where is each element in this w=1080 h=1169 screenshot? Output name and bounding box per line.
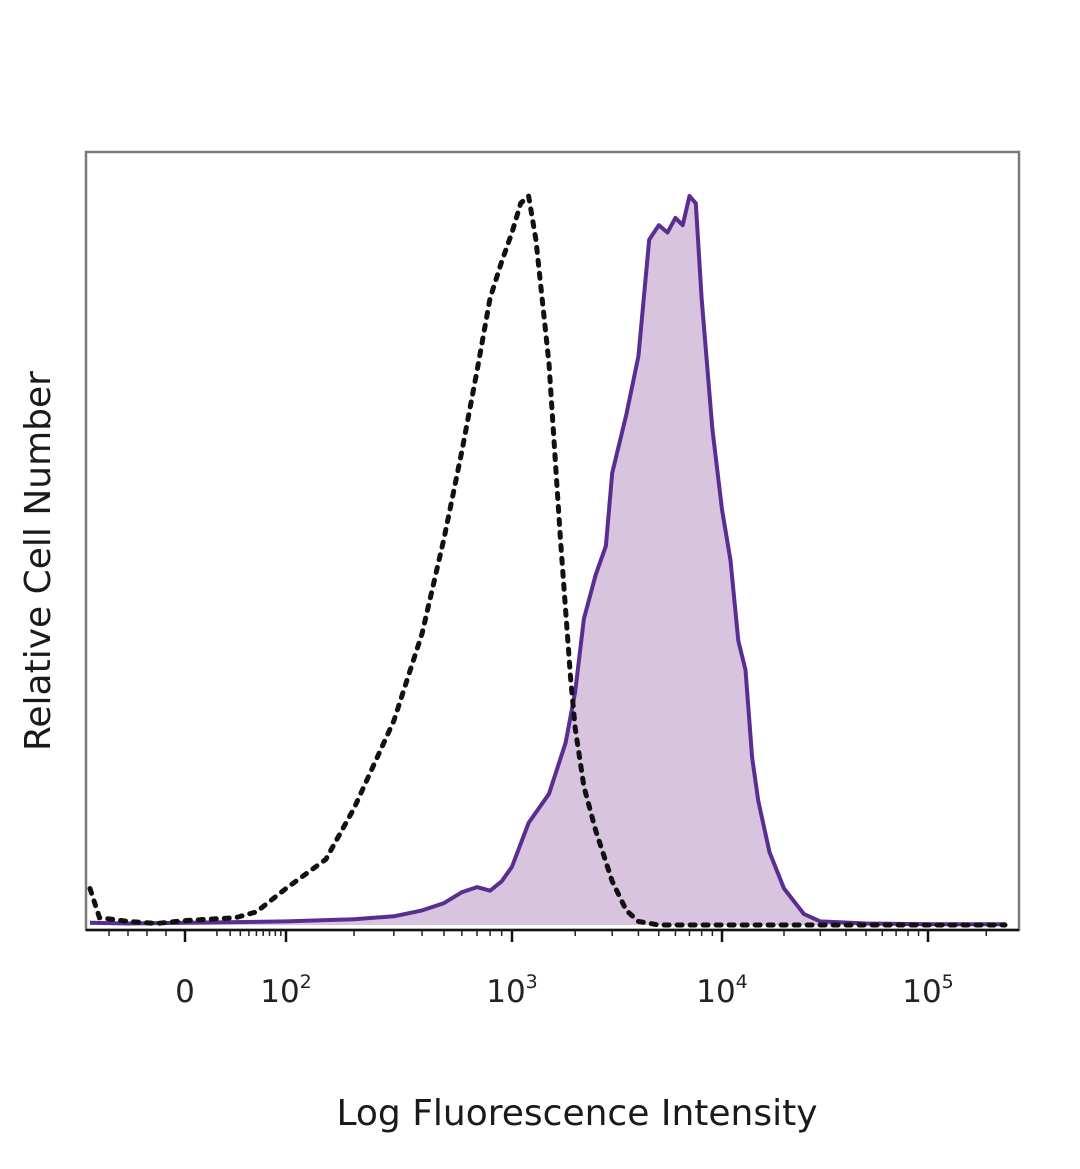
x-axis-ticks: 0 102 103 104 105 <box>108 930 987 1010</box>
x-tick-label: 105 <box>902 971 954 1010</box>
y-axis-title: Relative Cell Number <box>18 371 59 751</box>
x-tick-label: 0 <box>175 974 195 1010</box>
plot-layer <box>87 191 1008 928</box>
filled-histogram-area <box>90 196 1005 925</box>
x-tick-label: 103 <box>486 971 538 1010</box>
filled-histogram-outline <box>89 194 1005 927</box>
x-tick-label: 104 <box>696 971 748 1010</box>
control-histogram-dotted-line <box>87 191 1008 928</box>
x-tick-label: 102 <box>260 971 312 1010</box>
x-axis-title: Log Fluorescence Intensity <box>336 1093 817 1134</box>
